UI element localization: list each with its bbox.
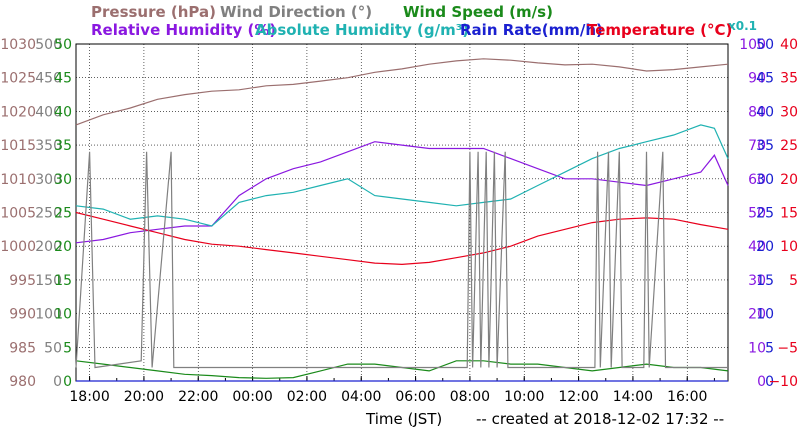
x-tick-label: 20:00 [124, 389, 164, 405]
series-temp-line [75, 211, 729, 266]
y-tick-label-rain: 15 [756, 273, 774, 289]
x-tick-label: 22:00 [178, 389, 218, 405]
y-tick-label-temp: 40 [780, 37, 798, 53]
y-tick-label-temp: 5 [789, 273, 798, 289]
x-tick-label: 16:00 [667, 389, 707, 405]
legend-row-1: Pressure (hPa) Wind Direction (°) Wind S… [91, 3, 553, 21]
legend-rain-rate: Rain Rate(mm/h) [460, 21, 603, 39]
y-tick-label-rh: 20 [748, 307, 766, 323]
y-tick-label-wind_dir: 0 [53, 374, 62, 390]
y-tick-label-pressure: 980 [9, 374, 36, 390]
y-tick-label-wind_dir: 350 [35, 138, 62, 154]
y-tick-label-rain: 25 [756, 206, 774, 222]
y-tick-label-rh: 0 [757, 374, 766, 390]
y-tick-label-pressure: 1020 [0, 104, 36, 120]
series-rh-line [75, 124, 729, 227]
data-series [75, 58, 729, 382]
y-tick-label-wind_dir: 150 [35, 273, 62, 289]
y-tick-label-rain: 5 [765, 340, 774, 356]
legend-relative-humidity: Relative Humidity (%) [91, 21, 276, 39]
series-wind_dir-line [75, 151, 728, 369]
x-tick-label: 12:00 [558, 389, 598, 405]
y-tick-label-pressure: 1000 [0, 239, 36, 255]
y-tick-label-wind_speed: 30 [54, 172, 72, 188]
x-tick-label: 04:00 [341, 389, 381, 405]
y-tick-label-rh: 100 [739, 37, 766, 53]
y-tick-label-wind_speed: 15 [54, 273, 72, 289]
legend-absolute-humidity-scale: x0.1 [728, 19, 757, 33]
y-tick-label-wind_dir: 200 [35, 239, 62, 255]
y-tick-label-temp: 30 [780, 104, 798, 120]
y-tick-label-temp: −5 [777, 340, 798, 356]
y-tick-label-pressure: 995 [9, 273, 36, 289]
x-axis-label: Time (JST) [365, 410, 442, 428]
legend-wind-speed: Wind Speed (m/s) [403, 3, 553, 21]
y-tick-label-wind_speed: 35 [54, 138, 72, 154]
y-tick-label-temp: 20 [780, 172, 798, 188]
y-tick-label-temp: 35 [780, 71, 798, 87]
y-tick-label-rh: 50 [748, 206, 766, 222]
y-tick-label-pressure: 1015 [0, 138, 36, 154]
y-tick-label-rain: 40 [756, 104, 774, 120]
y-tick-label-rh: 30 [748, 273, 766, 289]
y-tick-label-rain: 50 [756, 37, 774, 53]
x-tick-label: 10:00 [504, 389, 544, 405]
legend-temperature: Temperature (°C) [587, 21, 732, 39]
y-tick-label-temp: −10 [768, 374, 798, 390]
y-tick-label-temp: 10 [780, 239, 798, 255]
y-tick-label-wind_speed: 45 [54, 71, 72, 87]
x-tick-label: 00:00 [232, 389, 272, 405]
y-tick-label-wind_speed: 20 [54, 239, 72, 255]
y-tick-label-rh: 60 [748, 172, 766, 188]
y-tick-label-pressure: 1005 [0, 206, 36, 222]
y-tick-label-rh: 80 [748, 104, 766, 120]
series-pressure-line [75, 58, 729, 126]
y-tick-label-rain: 35 [756, 138, 774, 154]
y-tick-label-temp: 15 [780, 206, 798, 222]
legend-absolute-humidity: Absolute Humidity (g/m³) [255, 21, 469, 39]
y-tick-label-wind_dir: 50 [44, 340, 62, 356]
y-tick-label-pressure: 1010 [0, 172, 36, 188]
y-tick-label-rh: 90 [748, 71, 766, 87]
y-tick-label-rain: 10 [756, 307, 774, 323]
y-tick-label-wind_dir: 300 [35, 172, 62, 188]
y-tick-label-rh: 10 [748, 340, 766, 356]
y-tick-label-pressure: 990 [9, 307, 36, 323]
y-tick-label-rh: 70 [748, 138, 766, 154]
y-tick-label-rain: 30 [756, 172, 774, 188]
x-tick-label: 02:00 [287, 389, 327, 405]
created-timestamp: -- created at 2018-12-02 17:32 -- [476, 410, 724, 428]
y-tick-label-wind_dir: 450 [35, 71, 62, 87]
y-tick-label-pressure: 1030 [0, 37, 36, 53]
x-tick-label: 08:00 [450, 389, 490, 405]
legend-wind-direction: Wind Direction (°) [220, 3, 372, 21]
y-tick-label-wind_speed: 0 [63, 374, 72, 390]
legend-row-2: Relative Humidity (%) Absolute Humidity … [91, 19, 757, 39]
series-rh-line [75, 141, 729, 244]
y-tick-label-wind_speed: 10 [54, 307, 72, 323]
y-tick-label-wind_dir: 100 [35, 307, 62, 323]
y-tick-label-wind_speed: 50 [54, 37, 72, 53]
x-tick-label: 06:00 [395, 389, 435, 405]
y-tick-label-rain: 45 [756, 71, 774, 87]
x-tick-label: 14:00 [613, 389, 653, 405]
y-tick-label-rain: 20 [756, 239, 774, 255]
grid-lines [76, 44, 728, 381]
y-tick-label-wind_speed: 25 [54, 206, 72, 222]
axis-tick-labels: 18:00 20:00 22:00 00:00 02:00 04:00 06:00 08:00… [0, 37, 798, 405]
legend-pressure: Pressure (hPa) [91, 3, 216, 21]
y-tick-label-wind_dir: 500 [35, 37, 62, 53]
y-tick-label-temp: 25 [780, 138, 798, 154]
y-tick-label-wind_speed: 40 [54, 104, 72, 120]
x-tick-label: 18:00 [69, 389, 109, 405]
y-tick-label-pressure: 985 [9, 340, 36, 356]
y-tick-label-wind_dir: 400 [35, 104, 62, 120]
y-tick-label-wind_dir: 250 [35, 206, 62, 222]
y-tick-label-rain: 0 [765, 374, 774, 390]
y-tick-label-rh: 40 [748, 239, 766, 255]
y-tick-label-wind_speed: 5 [63, 340, 72, 356]
y-tick-label-pressure: 1025 [0, 71, 36, 87]
